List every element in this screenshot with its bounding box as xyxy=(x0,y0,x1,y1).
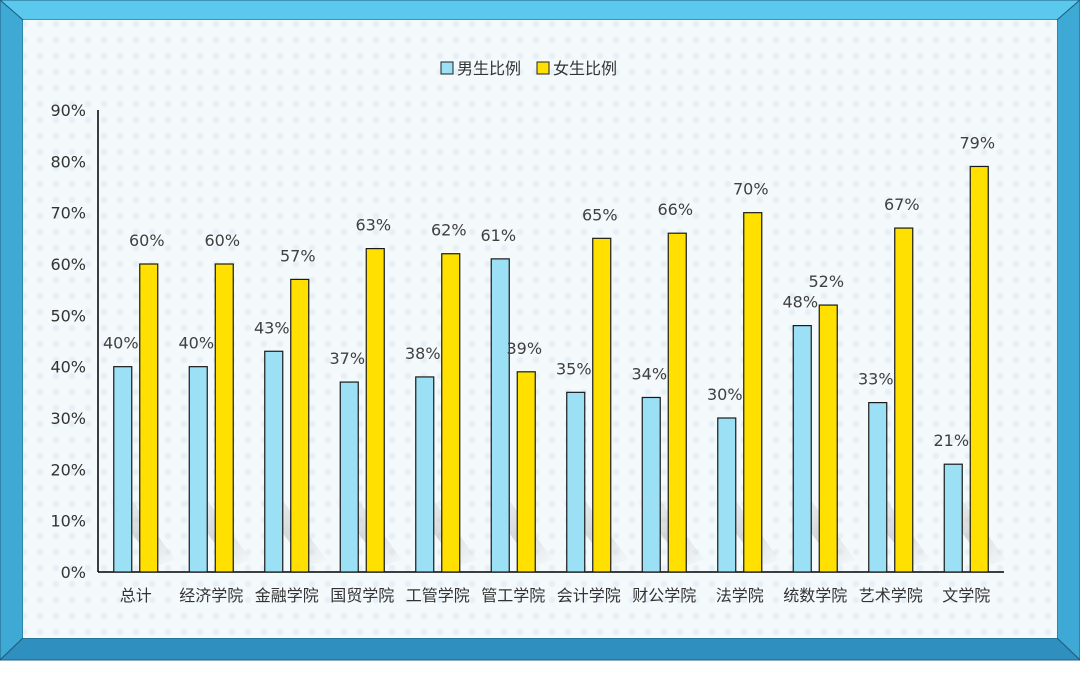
data-label-male: 43% xyxy=(254,318,290,337)
y-tick-label: 70% xyxy=(50,204,86,223)
bars xyxy=(113,165,989,573)
data-label-female: 67% xyxy=(884,195,920,214)
frame-border-bottom xyxy=(0,637,1080,661)
x-category-label: 财公学院 xyxy=(632,586,696,605)
bar-female xyxy=(894,227,914,573)
axes: 0% 10% 20% 30% 40% 50% 60% 70% 80% 90% 总计 经济学院 金融学院国… xyxy=(50,101,1004,605)
data-label-female: 60% xyxy=(204,231,240,250)
legend-label-female: 女生比例 xyxy=(553,59,617,78)
bar-female xyxy=(516,371,536,573)
x-category-label: 统数学院 xyxy=(783,586,847,605)
bar-female xyxy=(365,248,385,573)
bar-female xyxy=(214,263,234,573)
bar-male xyxy=(188,366,208,573)
data-label-female: 65% xyxy=(582,205,618,224)
y-tick-label: 50% xyxy=(50,306,86,325)
bar-female xyxy=(818,304,838,573)
bar-female xyxy=(743,212,763,573)
x-category-label: 工管学院 xyxy=(406,586,470,605)
y-tick-label: 0% xyxy=(61,563,86,582)
y-tick-label: 90% xyxy=(50,101,86,120)
bar-male xyxy=(415,376,435,573)
bar-female xyxy=(139,263,159,573)
y-tick-label: 80% xyxy=(50,152,86,171)
data-label-female: 62% xyxy=(431,221,467,240)
bar-female xyxy=(592,237,612,573)
y-tick-label: 10% xyxy=(50,512,86,531)
y-tick-label: 20% xyxy=(50,460,86,479)
x-category-label: 文学院 xyxy=(942,586,990,605)
bar-female xyxy=(667,232,687,573)
x-category-label: 国贸学院 xyxy=(330,586,394,605)
bar-male xyxy=(113,366,133,573)
x-category-label: 经济学院 xyxy=(179,586,243,605)
y-tick-label: 30% xyxy=(50,409,86,428)
bar-male xyxy=(264,350,284,573)
data-label-female: 39% xyxy=(506,339,542,358)
bar-male xyxy=(792,325,812,573)
data-label-male: 40% xyxy=(178,334,214,353)
data-label-male: 61% xyxy=(480,226,516,245)
bar-male xyxy=(868,402,888,573)
data-label-female: 57% xyxy=(280,246,316,265)
legend-swatch-male xyxy=(440,61,454,75)
data-label-female: 66% xyxy=(657,200,693,219)
data-label-male: 48% xyxy=(782,293,818,312)
legend-swatch-female xyxy=(536,61,550,75)
x-category-label: 管工学院 xyxy=(481,586,545,605)
data-label-female: 60% xyxy=(129,231,165,250)
x-category-label: 法学院 xyxy=(716,586,764,605)
y-tick-label: 60% xyxy=(50,255,86,274)
bar-female xyxy=(969,165,989,573)
x-category-label: 总计 xyxy=(120,586,152,605)
bar-male xyxy=(717,417,737,573)
data-label-male: 35% xyxy=(556,359,592,378)
data-label-male: 30% xyxy=(707,385,743,404)
data-label-male: 21% xyxy=(933,431,969,450)
bar-female xyxy=(290,278,310,573)
x-category-label: 会计学院 xyxy=(557,586,621,605)
bar-male xyxy=(641,396,661,573)
labels: 40% 60% 40% 60% 43% 57% 37% 63% 38% 62% 61% 39% 35% 6… xyxy=(103,133,995,450)
bar-male xyxy=(339,381,359,573)
data-label-female: 79% xyxy=(959,133,995,152)
x-category-label: 金融学院 xyxy=(255,586,319,605)
bar-male xyxy=(943,463,963,573)
data-label-female: 52% xyxy=(808,272,844,291)
y-tick-label: 40% xyxy=(50,358,86,377)
frame-border-top xyxy=(0,0,1080,21)
bar-male xyxy=(490,258,510,573)
data-label-female: 63% xyxy=(355,216,391,235)
frame-border-right xyxy=(1056,0,1080,661)
bar-male xyxy=(566,391,586,573)
legend-label-male: 男生比例 xyxy=(457,59,521,78)
x-category-label: 艺术学院 xyxy=(859,586,923,605)
data-label-male: 40% xyxy=(103,334,139,353)
data-label-male: 38% xyxy=(405,344,441,363)
data-label-female: 70% xyxy=(733,180,769,199)
frame-border-left xyxy=(0,0,24,661)
legend: 男生比例 女生比例 xyxy=(440,59,617,78)
bar-female xyxy=(441,253,461,573)
data-label-male: 33% xyxy=(858,370,894,389)
data-label-male: 34% xyxy=(631,364,667,383)
data-label-male: 37% xyxy=(329,349,365,368)
